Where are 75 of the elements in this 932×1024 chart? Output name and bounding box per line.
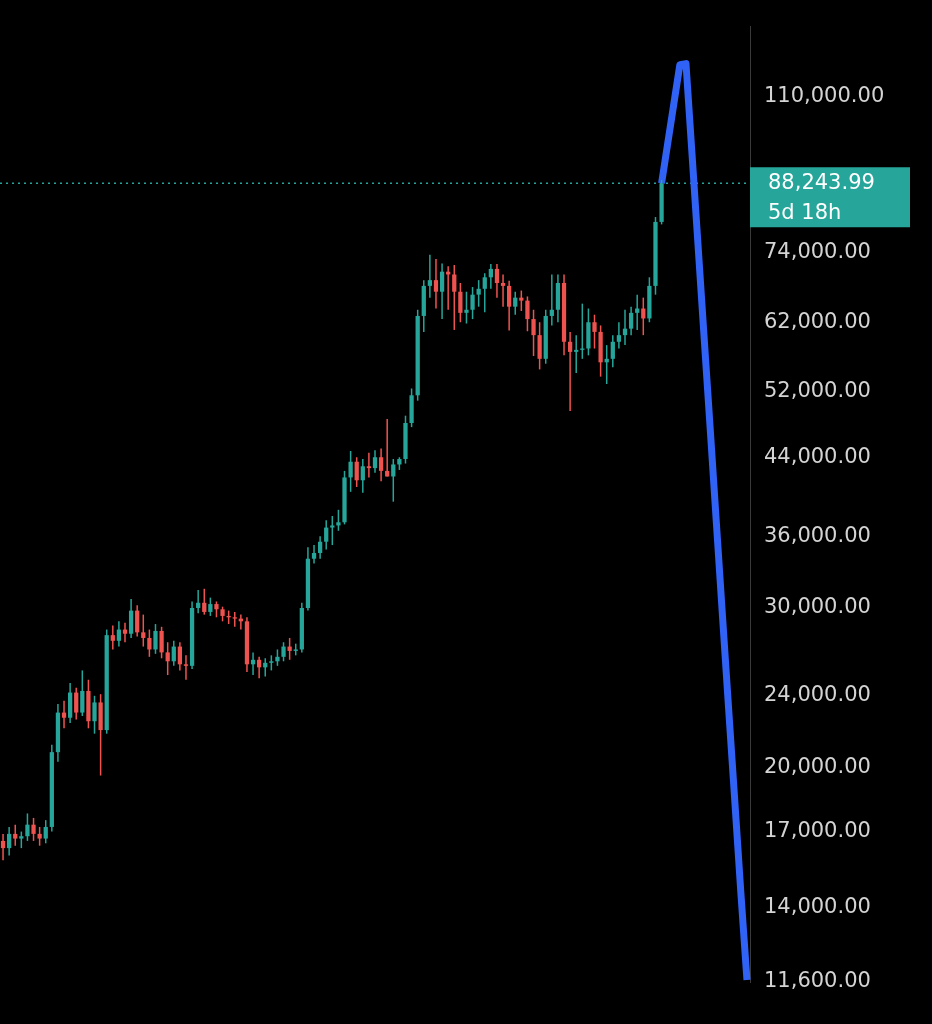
candlestick <box>37 826 42 847</box>
ref-line-label: 88,243.99 <box>768 169 875 194</box>
y-tick-label: 36,000.00 <box>764 522 871 547</box>
y-tick-label: 30,000.00 <box>764 594 871 619</box>
y-tick-label: 20,000.00 <box>764 754 871 779</box>
candlestick <box>202 588 207 616</box>
candlestick <box>531 309 536 357</box>
candlestick <box>610 334 615 369</box>
candlestick <box>378 447 384 482</box>
candlestick <box>153 623 158 655</box>
candlestick <box>476 279 481 308</box>
candlestick <box>507 279 512 332</box>
candlestick <box>116 620 122 648</box>
candlestick <box>311 544 317 565</box>
candlestick <box>366 452 372 479</box>
candlestick <box>159 626 164 660</box>
y-tick-label: 17,000.00 <box>764 818 871 843</box>
y-tick-label: 62,000.00 <box>764 308 871 333</box>
candlestick <box>482 272 487 313</box>
candlestick <box>519 289 524 312</box>
candlestick <box>372 449 378 474</box>
candlestick <box>80 669 85 717</box>
candlestick <box>74 686 79 721</box>
candlestick <box>433 258 439 310</box>
candlestick <box>324 519 329 551</box>
candlestick <box>165 641 170 676</box>
candlestick <box>494 263 500 299</box>
candlestick <box>141 613 146 648</box>
candlestick <box>452 264 457 331</box>
y-tick-label: 110,000.00 <box>764 83 885 108</box>
candlestick <box>92 695 97 735</box>
candlestick <box>43 819 48 845</box>
candlestick <box>317 535 323 560</box>
candlestick <box>135 604 140 638</box>
candlestick <box>470 286 475 320</box>
candlestick <box>336 509 341 532</box>
candlestick <box>128 598 134 639</box>
y-tick-label: 14,000.00 <box>764 894 871 919</box>
candlestick <box>360 458 365 494</box>
candlestick <box>25 812 30 842</box>
candlestick <box>513 290 518 316</box>
candlestick <box>616 321 622 350</box>
candlestick <box>208 596 213 617</box>
candlestick <box>567 331 573 412</box>
candlestick <box>0 833 6 862</box>
candlestick <box>391 458 396 503</box>
y-tick-label: 44,000.00 <box>764 443 871 468</box>
candlestick <box>592 313 597 350</box>
candlestick <box>537 321 542 371</box>
candlestick <box>500 273 506 308</box>
candlestick <box>354 456 359 488</box>
candlestick <box>330 515 335 546</box>
y-tick-label: 24,000.00 <box>764 682 871 707</box>
candlestick <box>7 826 12 857</box>
candlestick <box>232 611 237 628</box>
candlestick <box>348 450 353 493</box>
candlestick <box>281 641 286 663</box>
candlestick <box>464 290 469 325</box>
candlestick <box>31 817 36 842</box>
candlestick <box>61 700 67 730</box>
candlestick <box>147 628 152 658</box>
candlestick <box>183 654 189 681</box>
candlestick <box>427 253 433 299</box>
candlestick <box>13 823 18 847</box>
candlestick <box>628 305 634 336</box>
candlestick <box>110 624 115 651</box>
candlestick <box>549 273 554 327</box>
candlestick <box>458 282 463 323</box>
candlestick <box>439 262 445 320</box>
text: 5d 18h <box>768 199 842 224</box>
candlestick <box>196 589 201 615</box>
y-tick-label: 52,000.00 <box>764 377 871 402</box>
y-tick-label: 74,000.00 <box>764 239 871 264</box>
y-tick-label: 11,600.00 <box>764 968 871 993</box>
candlestick <box>525 295 530 332</box>
